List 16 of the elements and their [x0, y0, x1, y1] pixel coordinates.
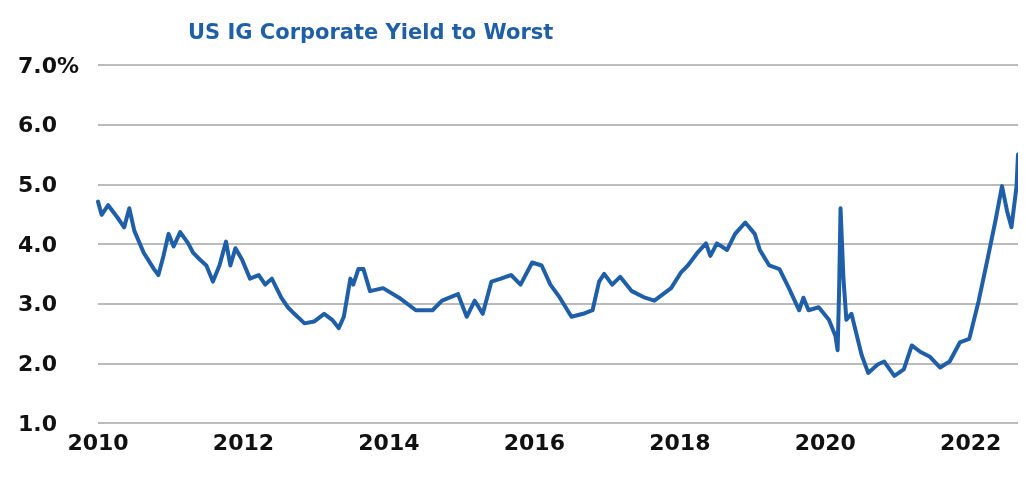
x-tick-label: 2016	[503, 429, 565, 455]
line-series	[96, 152, 1018, 378]
y-tick-label: 2.0	[18, 350, 57, 376]
x-tick-label: 2020	[794, 429, 856, 455]
x-tick-label: 2014	[358, 429, 420, 455]
y-tick-label: 6.0	[18, 112, 57, 138]
y-tick-label: 4.0	[18, 231, 57, 257]
x-tick-label: 2012	[212, 429, 275, 455]
x-tick-label: 2010	[67, 429, 129, 455]
chart-title: US IG Corporate Yield to Worst	[188, 19, 554, 44]
y-tick-label: 5.0	[18, 171, 57, 197]
x-tick-label: 2018	[649, 429, 711, 455]
y-tick-label: 7.0%	[18, 52, 80, 78]
x-tick-label: 2022	[940, 429, 1002, 455]
y-tick-label: 3.0	[18, 291, 57, 317]
y-tick-label: 1.0	[18, 410, 57, 436]
